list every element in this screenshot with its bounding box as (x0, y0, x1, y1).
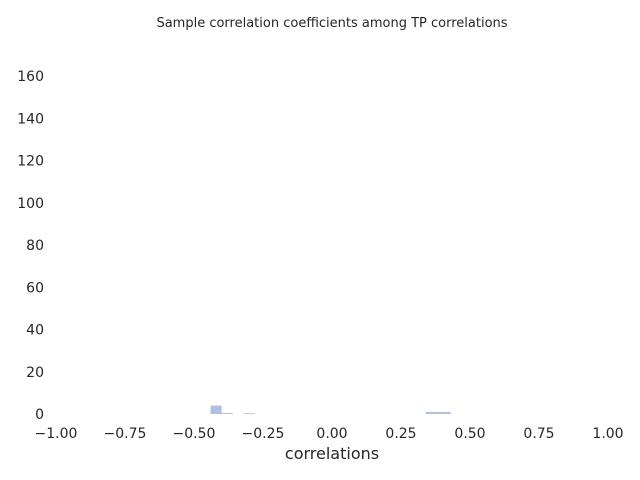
histogram-bar-1 (221, 412, 233, 414)
x-tick-label: −1.00 (35, 426, 78, 442)
x-tick-label: −0.75 (104, 426, 147, 442)
x-axis-ticks: −1.00 −0.75 −0.50 −0.25 0.00 0.25 0.50 0.75 1.00 (35, 426, 624, 442)
histogram-bars (210, 405, 451, 414)
y-tick-label: 140 (17, 111, 44, 127)
x-tick-label: −0.25 (242, 426, 285, 442)
x-tick-label: 0.75 (523, 426, 554, 442)
y-tick-label: 160 (17, 69, 44, 85)
x-tick-label: 0.00 (316, 426, 347, 442)
x-axis-label: correlations (285, 444, 379, 463)
y-tick-label: 40 (26, 323, 44, 339)
y-tick-label: 60 (26, 280, 44, 296)
histogram-bar-2 (243, 413, 255, 414)
y-tick-label: 100 (17, 196, 44, 212)
histogram-bar-0 (210, 405, 222, 414)
x-tick-label: −0.50 (173, 426, 216, 442)
y-tick-label: 20 (26, 365, 44, 381)
y-tick-label: 120 (17, 154, 44, 170)
x-tick-label: 1.00 (592, 426, 623, 442)
y-axis-ticks: 0 20 40 60 80 100 120 140 160 (17, 69, 44, 423)
y-tick-label: 80 (26, 238, 44, 254)
histogram-bar-4 (436, 411, 451, 414)
x-tick-label: 0.50 (454, 426, 485, 442)
x-tick-label: 0.25 (385, 426, 416, 442)
y-tick-label: 0 (35, 407, 44, 423)
chart-title: Sample correlation coefficients among TP… (156, 16, 507, 31)
histogram-bar-3 (425, 411, 437, 414)
